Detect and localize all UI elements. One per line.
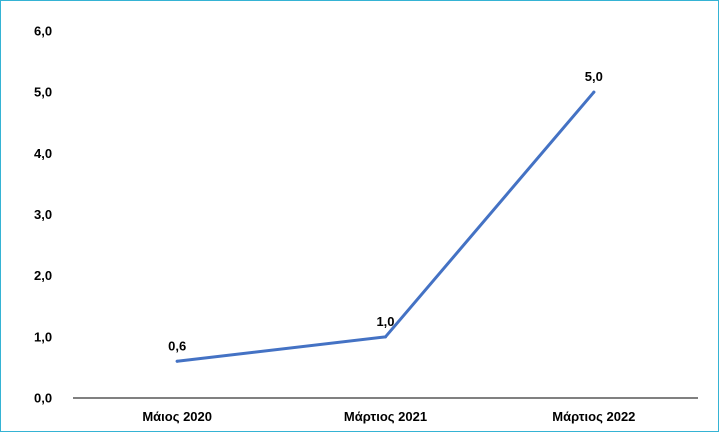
y-tick-label: 1,0 [34,329,52,344]
x-axis-category-labels: Μάιος 2020 Μάρτιος 2021 Μάρτιος 2022 [142,409,635,424]
data-label: 1,0 [376,314,394,329]
data-point [384,335,387,339]
y-tick-label: 6,0 [34,24,52,39]
series-group [175,90,596,363]
data-label: 0,6 [168,338,186,353]
data-point [175,359,179,363]
y-tick-label: 0,0 [34,391,52,406]
x-category-label: Μάρτιος 2021 [344,409,427,424]
y-tick-label: 4,0 [34,146,52,161]
x-category-label: Μάιος 2020 [142,409,212,424]
y-tick-label: 2,0 [34,268,52,283]
y-tick-label: 5,0 [34,85,52,100]
data-labels: 0,6 1,0 5,0 [168,69,603,353]
y-tick-label: 3,0 [34,207,52,222]
x-category-label: Μάρτιος 2022 [552,409,635,424]
data-point [592,90,596,94]
data-label: 5,0 [585,69,603,84]
y-axis-tick-labels: 0,0 1,0 2,0 3,0 4,0 5,0 6,0 [34,24,52,406]
